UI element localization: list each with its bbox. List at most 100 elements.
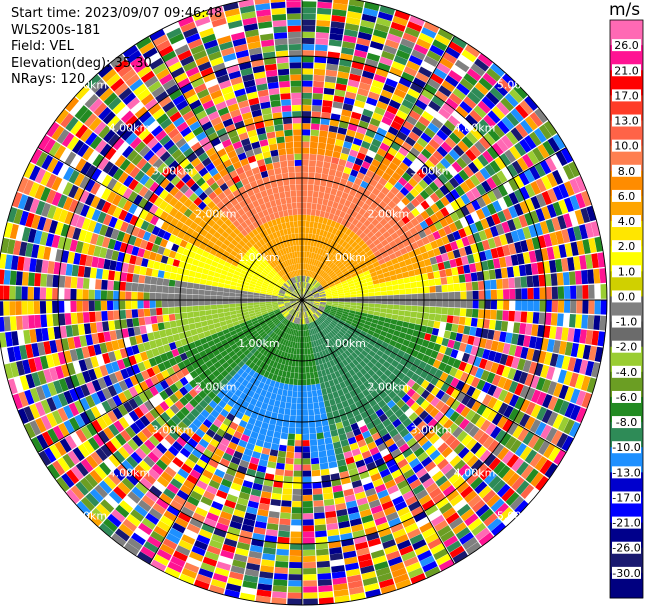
ppi-gate (424, 83, 438, 95)
ppi-gate (435, 497, 449, 510)
ppi-gate (287, 390, 293, 397)
ppi-gate (111, 340, 120, 351)
ppi-gate (56, 128, 70, 144)
ppi-gate (275, 554, 289, 562)
ppi-gate (229, 330, 237, 336)
ppi-gate (444, 153, 456, 165)
ppi-gate (17, 256, 25, 271)
ppi-gate (90, 182, 101, 195)
ppi-gate (390, 120, 402, 131)
ppi-gate (134, 504, 148, 517)
ppi-gate (338, 295, 345, 298)
ppi-gate (317, 247, 322, 255)
ppi-gate (372, 332, 380, 339)
ppi-gate (303, 263, 306, 270)
ppi-gate (405, 561, 422, 573)
ppi-gate (225, 365, 233, 374)
ppi-gate (54, 221, 64, 236)
ppi-gate (305, 290, 310, 296)
ppi-gate (419, 555, 435, 567)
ppi-gate (186, 311, 194, 319)
ppi-gate (326, 298, 333, 300)
ppi-gate (483, 471, 497, 485)
ppi-gate (304, 245, 308, 252)
ppi-gate (349, 335, 357, 342)
ppi-gate (253, 304, 260, 308)
ppi-gate (34, 168, 47, 184)
ppi-gate (464, 344, 473, 354)
ppi-gate (347, 255, 354, 262)
ppi-gate (385, 167, 395, 177)
ppi-gate (526, 348, 535, 361)
ppi-gate (487, 350, 497, 362)
ppi-gate (442, 292, 449, 300)
ppi-gate (274, 381, 280, 389)
ppi-gate (464, 245, 473, 256)
ppi-gate (378, 95, 391, 105)
ppi-gate (280, 432, 288, 440)
ppi-gate (445, 46, 461, 59)
ppi-gate (419, 472, 431, 484)
ppi-gate (397, 176, 408, 187)
ppi-gate (231, 277, 239, 283)
ppi-gate (585, 360, 595, 377)
ppi-gate (215, 341, 223, 349)
ppi-gate (244, 568, 260, 577)
ppi-gate (231, 317, 239, 323)
ppi-gate (220, 243, 228, 251)
ppi-gate (545, 286, 552, 299)
ppi-gate (324, 307, 331, 311)
ppi-gate (74, 201, 85, 215)
ppi-gate (447, 356, 456, 367)
ppi-gate (177, 468, 190, 479)
ppi-gate (478, 118, 492, 132)
ppi-gate (67, 337, 76, 350)
ppi-gate (216, 291, 224, 296)
ppi-gate (373, 132, 385, 143)
ppi-gate (327, 315, 334, 320)
ppi-gate (268, 352, 275, 360)
ppi-gate (457, 503, 471, 517)
ppi-gate (399, 294, 406, 300)
ppi-gate (282, 488, 293, 495)
ppi-gate (115, 504, 130, 518)
ppi-gate (21, 227, 31, 242)
ppi-gate (372, 403, 381, 413)
ppi-gate (235, 309, 243, 314)
ppi-gate (123, 212, 134, 224)
ppi-gate (434, 188, 445, 200)
ppi-gate (201, 523, 215, 534)
ppi-gate (256, 336, 264, 344)
ppi-gate (461, 255, 469, 266)
ppi-gate (390, 186, 400, 196)
ppi-gate (486, 259, 495, 270)
ppi-gate (546, 246, 555, 260)
ppi-gate (547, 396, 559, 411)
ppi-gate (91, 333, 100, 345)
ppi-gate (90, 233, 99, 245)
ppi-gate (525, 401, 536, 416)
ppi-gate (22, 315, 30, 330)
ppi-gate (277, 296, 284, 299)
ppi-gate (331, 290, 338, 294)
ppi-gate (376, 349, 384, 357)
ppi-gate (7, 207, 18, 223)
ppi-gate (387, 227, 396, 236)
ppi-gate (321, 419, 329, 427)
ppi-gate (225, 467, 237, 477)
ppi-gate (357, 272, 365, 278)
ppi-gate (331, 288, 338, 292)
ppi-gate (569, 404, 581, 421)
ppi-gate (125, 309, 133, 319)
ppi-gate (196, 573, 212, 585)
ppi-gate (380, 291, 388, 296)
ppi-gate (270, 315, 277, 320)
ppi-gate (564, 402, 576, 418)
ppi-gate (342, 41, 356, 50)
ppi-gate (299, 336, 302, 343)
ppi-gate (519, 322, 527, 335)
ppi-gate (208, 458, 219, 469)
ppi-gate (486, 177, 497, 190)
ppi-gate (156, 277, 164, 286)
ppi-gate (108, 490, 123, 504)
